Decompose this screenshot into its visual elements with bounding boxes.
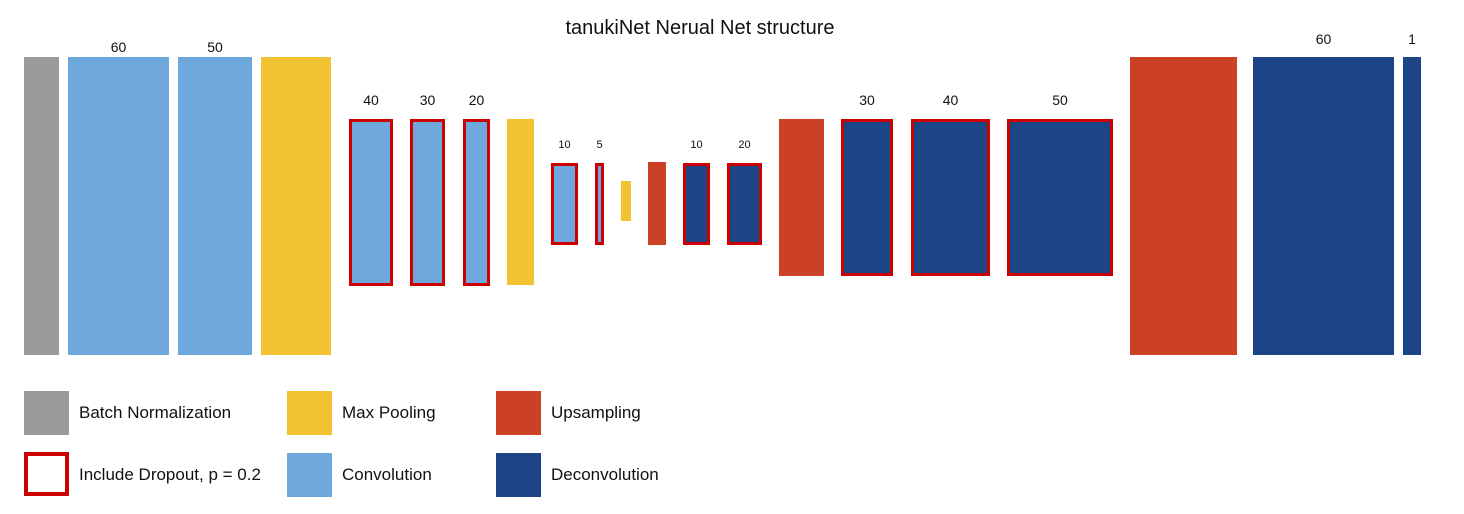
layer-max-pooling-block xyxy=(621,181,631,221)
legend-swatch-upsampling xyxy=(496,391,541,435)
layer-convolution-dropout-block xyxy=(551,163,578,245)
layer-size-label: 10 xyxy=(690,139,702,151)
layer-batch-norm-block xyxy=(24,57,59,355)
layer-convolution-dropout-block xyxy=(595,163,604,245)
layer-size-label: 10 xyxy=(558,139,570,151)
legend-label-dropout: Include Dropout, p = 0.2 xyxy=(79,465,261,484)
layer-convolution-block xyxy=(178,57,252,355)
layer-size-label: 30 xyxy=(859,92,875,108)
layer-size-label: 50 xyxy=(207,39,223,55)
layer-deconvolution-block xyxy=(1253,57,1394,355)
legend-label-deconvolution: Deconvolution xyxy=(551,465,659,484)
layer-upsampling-block xyxy=(779,119,824,276)
layer-deconvolution-dropout-block xyxy=(1007,119,1113,276)
layer-upsampling-block xyxy=(648,162,666,245)
layer-size-label: 20 xyxy=(469,92,485,108)
legend-label-batch-normalization: Batch Normalization xyxy=(79,403,231,422)
legend-swatch-convolution xyxy=(287,453,332,497)
layer-size-label: 50 xyxy=(1052,92,1068,108)
layer-size-label: 60 xyxy=(1316,31,1332,47)
layer-convolution-dropout-block xyxy=(463,119,490,286)
layer-size-label: 20 xyxy=(738,139,750,151)
layer-size-label: 40 xyxy=(363,92,379,108)
legend-item-deconvolution: Deconvolution xyxy=(496,453,659,497)
layer-upsampling-block xyxy=(1130,57,1237,355)
legend-swatch-deconvolution xyxy=(496,453,541,497)
legend-label-convolution: Convolution xyxy=(342,465,432,484)
layer-deconvolution-block xyxy=(1403,57,1421,355)
layer-size-label: 60 xyxy=(111,39,127,55)
layer-size-label: 1 xyxy=(1408,31,1416,47)
layer-convolution-block xyxy=(68,57,169,355)
legend: Batch Normalization Max Pooling Upsampli… xyxy=(24,391,659,497)
layer-convolution-dropout-block xyxy=(410,119,445,286)
layer-deconvolution-dropout-block xyxy=(841,119,893,276)
diagram-title: tanukiNet Nerual Net structure xyxy=(565,17,834,39)
legend-item-batch-normalization: Batch Normalization xyxy=(24,391,231,435)
legend-label-upsampling: Upsampling xyxy=(551,403,641,422)
layer-size-label: 40 xyxy=(943,92,959,108)
layer-size-label: 30 xyxy=(420,92,436,108)
legend-swatch-dropout xyxy=(24,452,69,496)
legend-label-max-pooling: Max Pooling xyxy=(342,403,436,422)
legend-item-upsampling: Upsampling xyxy=(496,391,641,435)
layer-convolution-dropout-block xyxy=(349,119,393,286)
layer-deconvolution-dropout-block xyxy=(683,163,710,245)
layer-deconvolution-dropout-block xyxy=(727,163,762,245)
layer-deconvolution-dropout-block xyxy=(911,119,990,276)
layer-size-label: 5 xyxy=(596,139,602,151)
legend-item-dropout: Include Dropout, p = 0.2 xyxy=(24,452,261,496)
legend-item-convolution: Convolution xyxy=(287,453,432,497)
legend-item-max-pooling: Max Pooling xyxy=(287,391,436,435)
legend-swatch-max-pooling xyxy=(287,391,332,435)
layer-max-pooling-block xyxy=(507,119,534,285)
layer-max-pooling-block xyxy=(261,57,331,355)
legend-swatch-batch-normalization xyxy=(24,391,69,435)
layer-stack: 60 50 40 30 20 10 5 10 20 30 40 50 60 1 xyxy=(24,31,1421,355)
